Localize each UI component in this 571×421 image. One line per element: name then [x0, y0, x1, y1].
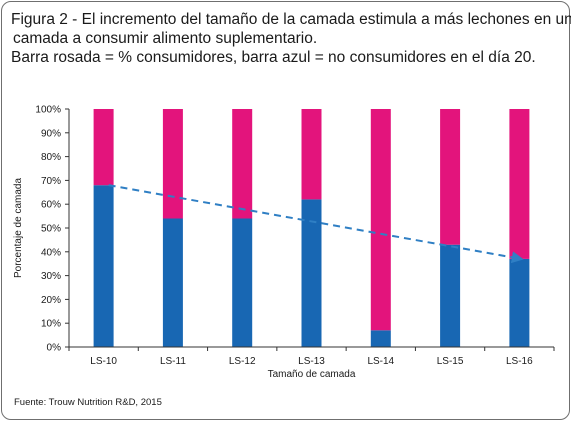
- bar-blue-ls-13: [301, 199, 322, 347]
- x-tick-label: LS-10: [90, 356, 117, 367]
- caption-line-2: camada a consumir alimento suplementario…: [13, 30, 318, 47]
- bar-blue-ls-15: [440, 244, 461, 347]
- caption-line-3: Barra rosada = % consumidores, barra azu…: [11, 49, 536, 66]
- bar-pink-ls-12: [232, 109, 253, 219]
- x-tick-label: LS-15: [437, 356, 464, 367]
- x-axis-title: Tamaño de camada: [268, 369, 356, 380]
- y-tick-label: 30%: [41, 271, 61, 282]
- caption-line-1: Figura 2 - El incremento del tamaño de l…: [11, 11, 571, 28]
- y-tick-label: 100%: [35, 105, 61, 116]
- bar-pink-ls-13: [301, 109, 322, 200]
- x-tick-label: LS-13: [298, 356, 325, 367]
- y-tick-label: 60%: [41, 200, 61, 211]
- y-tick-label: 80%: [41, 152, 61, 163]
- y-axis-title: Porcentaje de camada: [13, 178, 24, 279]
- bar-blue-ls-14: [370, 330, 391, 347]
- y-tick-label: 40%: [41, 247, 61, 258]
- x-tick-label: LS-12: [229, 356, 256, 367]
- y-tick-label: 0%: [47, 343, 62, 354]
- y-tick-label: 20%: [41, 295, 61, 306]
- bar-pink-ls-11: [162, 109, 183, 219]
- bar-pink-ls-10: [93, 109, 114, 186]
- bar-pink-ls-15: [440, 109, 461, 245]
- y-tick-label: 50%: [41, 224, 61, 235]
- axes-layer: 0% 10% 20% 30% 40% 50% 60% 70% 80% 90% 100% LS-10 LS…: [35, 105, 555, 367]
- bar-pink-ls-16: [509, 109, 530, 259]
- x-tick-label: LS-16: [506, 356, 533, 367]
- y-tick-label: 90%: [41, 128, 61, 139]
- y-tick-label: 70%: [41, 176, 61, 187]
- bar-blue-ls-12: [232, 218, 253, 347]
- bar-blue-ls-16: [509, 258, 530, 347]
- x-tick-label: LS-11: [160, 356, 186, 367]
- y-tick-label: 10%: [41, 319, 61, 330]
- x-tick-label: LS-14: [367, 356, 394, 367]
- bars-layer: [93, 109, 530, 347]
- trend-arrow: [108, 184, 524, 264]
- source-note: Fuente: Trouw Nutrition R&D, 2015: [14, 397, 162, 408]
- bar-blue-ls-10: [93, 185, 114, 347]
- figure-caption: Figura 2 - El incremento del tamaño de l…: [11, 10, 571, 67]
- bar-blue-ls-11: [162, 218, 183, 347]
- bar-pink-ls-14: [370, 109, 391, 331]
